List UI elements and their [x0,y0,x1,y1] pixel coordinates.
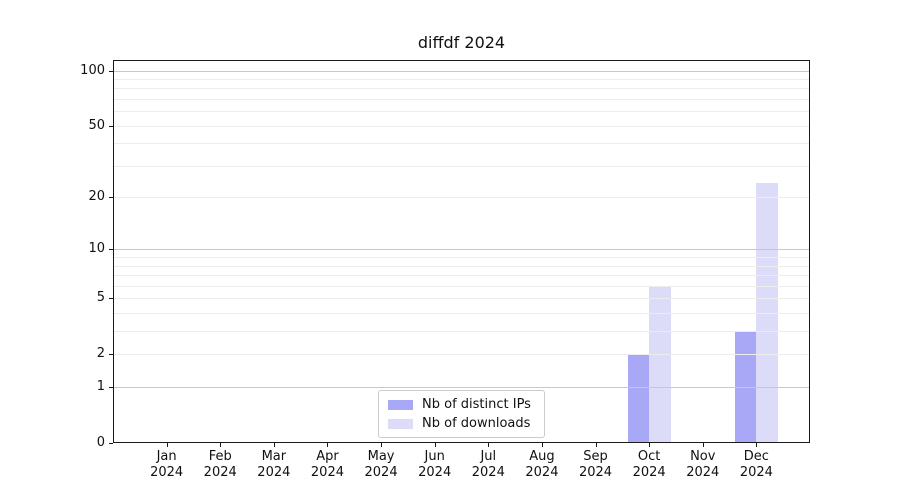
x-tick-mark [595,443,597,447]
x-tick-month: Jun [424,449,445,464]
x-tick-month: Apr [316,449,339,464]
gridline-minor [113,275,810,277]
gridline-minor [113,257,810,259]
x-tick-mark [434,443,436,447]
x-tick-year: 2024 [578,465,613,480]
bar-distinct-ips-dec [734,331,757,442]
x-tick-mark [541,443,543,447]
x-tick-year: 2024 [686,465,720,480]
y-tick-mark [109,354,113,356]
x-tick-year: 2024 [471,465,505,480]
x-tick-year: 2024 [203,465,237,480]
x-tick-year: 2024 [257,465,291,480]
y-tick-label: 50 [88,117,105,133]
x-tick-mark [273,443,275,447]
gridline-minor [113,88,810,90]
y-tick-label: 10 [88,241,105,257]
y-tick-label: 0 [96,435,105,450]
x-tick-month: May [367,449,395,464]
x-tick-month: Mar [261,449,287,464]
gridline-minor [113,197,810,199]
y-tick-label: 100 [80,62,105,78]
x-tick-month: Jan [156,449,177,464]
x-tick-label: Apr 2024 [292,449,362,481]
x-tick-label: Mar 2024 [239,449,309,481]
x-tick-year: 2024 [632,465,666,480]
legend-item-downloads: Nb of downloads [388,416,535,432]
x-tick-year: 2024 [364,465,398,480]
legend: Nb of distinct IPs Nb of downloads [378,390,545,438]
x-tick-month: Sep [583,449,608,464]
y-tick-mark [109,70,113,72]
gridline-minor [113,285,810,287]
gridline-major [113,70,810,72]
gridline-minor [113,98,810,100]
gridline-minor [113,331,810,333]
x-tick-month: Aug [529,449,555,464]
x-tick-mark [702,443,704,447]
x-tick-year: 2024 [418,465,452,480]
x-tick-label: Nov 2024 [668,449,738,481]
gridline-major [113,249,810,251]
x-tick-year: 2024 [310,465,344,480]
x-tick-mark [327,443,329,447]
x-tick-year: 2024 [150,465,184,480]
y-tick-mark [109,125,113,127]
x-tick-label: Jan 2024 [132,449,202,481]
x-tick-mark [488,443,490,447]
x-tick-month: Nov [690,449,716,464]
x-tick-label: May 2024 [346,449,416,481]
x-tick-mark [649,443,651,447]
gridline-minor [113,298,810,300]
gridline-minor [113,143,810,145]
y-tick-label: 1 [96,379,105,395]
x-tick-label: Sep 2024 [561,449,631,481]
y-tick-mark [109,298,113,300]
chart-title: diffdf 2024 [417,33,506,52]
legend-swatch-distinct-ips-icon [388,400,413,411]
bar-downloads-oct [649,285,671,442]
gridline-minor [113,265,810,267]
x-tick-label: Jun 2024 [400,449,470,481]
x-tick-year: 2024 [739,465,773,480]
y-tick-mark [109,443,113,444]
bar-distinct-ips-oct [627,354,650,442]
x-tick-label: Jul 2024 [453,449,523,481]
gridline-minor [113,125,810,127]
gridline-minor [113,111,810,113]
x-tick-month: Dec [743,449,769,464]
y-tick-mark [109,387,113,389]
x-tick-mark [220,443,222,447]
y-tick-label: 5 [96,290,105,306]
legend-label-distinct-ips: Nb of distinct IPs [422,397,531,413]
gridline-minor [113,354,810,356]
legend-item-distinct-ips: Nb of distinct IPs [388,397,535,413]
gridline-minor [113,313,810,315]
gridline-minor [113,78,810,80]
x-tick-month: Jul [480,449,497,464]
x-tick-label: Oct 2024 [614,449,684,481]
y-tick-mark [109,249,113,251]
x-tick-month: Feb [208,449,232,464]
x-tick-mark [381,443,383,447]
x-tick-month: Oct [637,449,661,464]
y-tick-label: 2 [96,346,105,362]
x-tick-label: Dec 2024 [721,449,791,481]
plot-area [113,60,810,443]
x-tick-label: Aug 2024 [507,449,577,481]
legend-label-downloads: Nb of downloads [422,415,531,431]
bar-downloads-dec [756,183,778,442]
x-tick-mark [166,443,168,447]
y-tick-mark [109,197,113,199]
gridline-major [113,387,810,389]
x-tick-mark [756,443,758,447]
y-tick-label: 20 [88,189,105,205]
gridline-minor [113,165,810,167]
legend-swatch-downloads-icon [388,418,413,429]
x-tick-label: Feb 2024 [185,449,255,481]
x-tick-year: 2024 [525,465,559,480]
